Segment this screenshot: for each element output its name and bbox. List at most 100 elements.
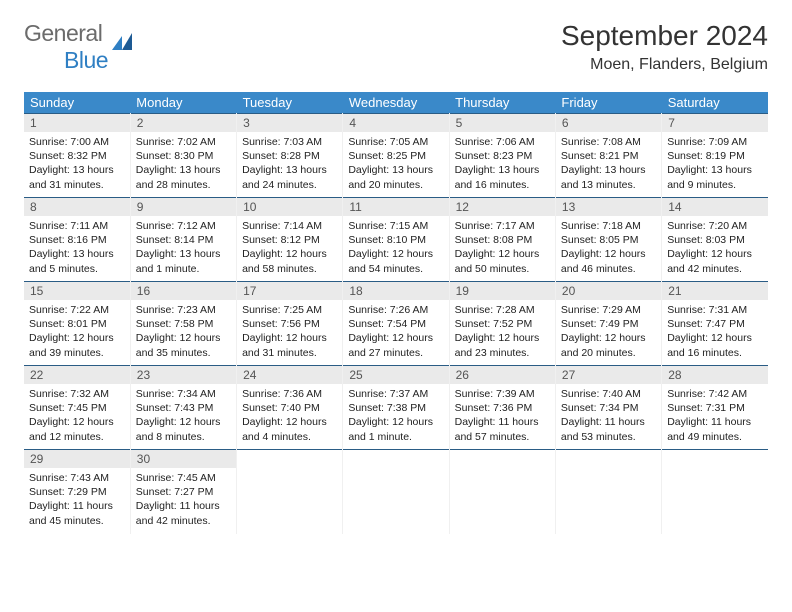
day-number: 27 [556,366,661,384]
week-row: 22Sunrise: 7:32 AMSunset: 7:45 PMDayligh… [24,366,768,450]
day-cell: 29Sunrise: 7:43 AMSunset: 7:29 PMDayligh… [24,450,130,534]
day-number: 23 [131,366,236,384]
day-number: 14 [662,198,768,216]
day-number: 15 [24,282,130,300]
day-cell: 18Sunrise: 7:26 AMSunset: 7:54 PMDayligh… [343,282,449,366]
day-content: Sunrise: 7:40 AMSunset: 7:34 PMDaylight:… [556,384,661,448]
day-number: 12 [450,198,555,216]
day-content: Sunrise: 7:32 AMSunset: 7:45 PMDaylight:… [24,384,130,448]
day-content: Sunrise: 7:05 AMSunset: 8:25 PMDaylight:… [343,132,448,196]
day-number: 7 [662,114,768,132]
header: General Blue September 2024 Moen, Flande… [24,20,768,74]
weekday-header: Monday [130,92,236,114]
day-content: Sunrise: 7:25 AMSunset: 7:56 PMDaylight:… [237,300,342,364]
day-content: Sunrise: 7:26 AMSunset: 7:54 PMDaylight:… [343,300,448,364]
day-cell: 7Sunrise: 7:09 AMSunset: 8:19 PMDaylight… [662,114,768,198]
weekday-header: Tuesday [237,92,343,114]
day-cell: 21Sunrise: 7:31 AMSunset: 7:47 PMDayligh… [662,282,768,366]
day-content: Sunrise: 7:29 AMSunset: 7:49 PMDaylight:… [556,300,661,364]
day-number: 19 [450,282,555,300]
day-content: Sunrise: 7:03 AMSunset: 8:28 PMDaylight:… [237,132,342,196]
day-content: Sunrise: 7:15 AMSunset: 8:10 PMDaylight:… [343,216,448,280]
calendar-table: SundayMondayTuesdayWednesdayThursdayFrid… [24,92,768,534]
weekday-header-row: SundayMondayTuesdayWednesdayThursdayFrid… [24,92,768,114]
day-content: Sunrise: 7:20 AMSunset: 8:03 PMDaylight:… [662,216,768,280]
day-number: 25 [343,366,448,384]
location: Moen, Flanders, Belgium [561,56,768,74]
logo: General Blue [24,20,134,74]
day-content: Sunrise: 7:37 AMSunset: 7:38 PMDaylight:… [343,384,448,448]
day-cell: 4Sunrise: 7:05 AMSunset: 8:25 PMDaylight… [343,114,449,198]
day-cell: 5Sunrise: 7:06 AMSunset: 8:23 PMDaylight… [449,114,555,198]
day-cell: 1Sunrise: 7:00 AMSunset: 8:32 PMDaylight… [24,114,130,198]
day-content: Sunrise: 7:36 AMSunset: 7:40 PMDaylight:… [237,384,342,448]
weekday-header: Wednesday [343,92,449,114]
day-number: 11 [343,198,448,216]
day-content: Sunrise: 7:09 AMSunset: 8:19 PMDaylight:… [662,132,768,196]
day-cell: 30Sunrise: 7:45 AMSunset: 7:27 PMDayligh… [130,450,236,534]
day-number: 24 [237,366,342,384]
day-cell: 23Sunrise: 7:34 AMSunset: 7:43 PMDayligh… [130,366,236,450]
day-content: Sunrise: 7:17 AMSunset: 8:08 PMDaylight:… [450,216,555,280]
day-number: 22 [24,366,130,384]
weekday-header: Saturday [662,92,768,114]
day-number: 26 [450,366,555,384]
day-content: Sunrise: 7:06 AMSunset: 8:23 PMDaylight:… [450,132,555,196]
day-number: 5 [450,114,555,132]
day-cell: 11Sunrise: 7:15 AMSunset: 8:10 PMDayligh… [343,198,449,282]
day-cell: 14Sunrise: 7:20 AMSunset: 8:03 PMDayligh… [662,198,768,282]
day-number: 17 [237,282,342,300]
week-row: 1Sunrise: 7:00 AMSunset: 8:32 PMDaylight… [24,114,768,198]
day-content: Sunrise: 7:34 AMSunset: 7:43 PMDaylight:… [131,384,236,448]
day-number: 20 [556,282,661,300]
day-content: Sunrise: 7:43 AMSunset: 7:29 PMDaylight:… [24,468,130,532]
day-cell: 12Sunrise: 7:17 AMSunset: 8:08 PMDayligh… [449,198,555,282]
day-content: Sunrise: 7:42 AMSunset: 7:31 PMDaylight:… [662,384,768,448]
title-block: September 2024 Moen, Flanders, Belgium [561,20,768,74]
day-cell: 15Sunrise: 7:22 AMSunset: 8:01 PMDayligh… [24,282,130,366]
day-cell: 26Sunrise: 7:39 AMSunset: 7:36 PMDayligh… [449,366,555,450]
day-number: 4 [343,114,448,132]
day-content: Sunrise: 7:14 AMSunset: 8:12 PMDaylight:… [237,216,342,280]
day-content: Sunrise: 7:12 AMSunset: 8:14 PMDaylight:… [131,216,236,280]
day-number: 21 [662,282,768,300]
day-number: 13 [556,198,661,216]
day-cell: 8Sunrise: 7:11 AMSunset: 8:16 PMDaylight… [24,198,130,282]
day-content: Sunrise: 7:28 AMSunset: 7:52 PMDaylight:… [450,300,555,364]
weekday-header: Thursday [449,92,555,114]
day-cell: 24Sunrise: 7:36 AMSunset: 7:40 PMDayligh… [237,366,343,450]
day-number: 16 [131,282,236,300]
week-row: 8Sunrise: 7:11 AMSunset: 8:16 PMDaylight… [24,198,768,282]
day-content: Sunrise: 7:22 AMSunset: 8:01 PMDaylight:… [24,300,130,364]
day-content: Sunrise: 7:39 AMSunset: 7:36 PMDaylight:… [450,384,555,448]
month-title: September 2024 [561,20,768,52]
day-number: 8 [24,198,130,216]
day-cell [555,450,661,534]
day-content: Sunrise: 7:11 AMSunset: 8:16 PMDaylight:… [24,216,130,280]
day-number: 9 [131,198,236,216]
day-cell: 20Sunrise: 7:29 AMSunset: 7:49 PMDayligh… [555,282,661,366]
day-number: 18 [343,282,448,300]
day-number: 6 [556,114,661,132]
weekday-header: Friday [555,92,661,114]
day-content: Sunrise: 7:02 AMSunset: 8:30 PMDaylight:… [131,132,236,196]
weekday-header: Sunday [24,92,130,114]
day-content: Sunrise: 7:31 AMSunset: 7:47 PMDaylight:… [662,300,768,364]
day-number: 30 [131,450,236,468]
logo-icon [112,33,134,56]
day-cell: 3Sunrise: 7:03 AMSunset: 8:28 PMDaylight… [237,114,343,198]
day-cell [237,450,343,534]
day-cell: 27Sunrise: 7:40 AMSunset: 7:34 PMDayligh… [555,366,661,450]
logo-blue: Blue [64,47,108,73]
calendar-body: 1Sunrise: 7:00 AMSunset: 8:32 PMDaylight… [24,114,768,534]
day-cell: 28Sunrise: 7:42 AMSunset: 7:31 PMDayligh… [662,366,768,450]
day-number: 1 [24,114,130,132]
week-row: 15Sunrise: 7:22 AMSunset: 8:01 PMDayligh… [24,282,768,366]
day-cell: 6Sunrise: 7:08 AMSunset: 8:21 PMDaylight… [555,114,661,198]
logo-general: General [24,20,102,46]
day-content: Sunrise: 7:45 AMSunset: 7:27 PMDaylight:… [131,468,236,532]
day-cell [343,450,449,534]
day-cell: 2Sunrise: 7:02 AMSunset: 8:30 PMDaylight… [130,114,236,198]
day-cell: 17Sunrise: 7:25 AMSunset: 7:56 PMDayligh… [237,282,343,366]
day-cell: 25Sunrise: 7:37 AMSunset: 7:38 PMDayligh… [343,366,449,450]
